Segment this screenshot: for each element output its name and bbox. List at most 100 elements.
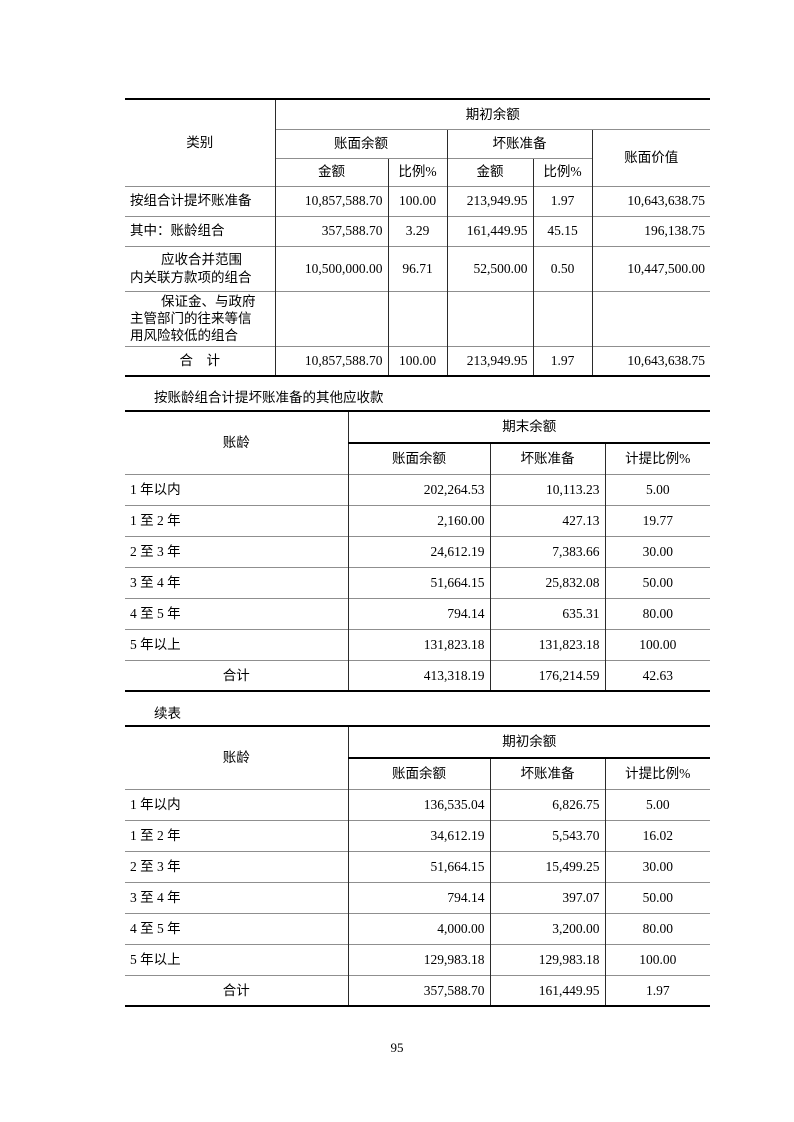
cell-balance: 136,535.04 xyxy=(347,788,490,820)
cell-amount: 10,857,588.70 xyxy=(274,345,388,376)
cell-provision: 25,832.08 xyxy=(489,566,605,598)
t1-header-ratio2: 比例% xyxy=(532,157,592,186)
cell-balance: 794.14 xyxy=(347,597,490,629)
cell-ratio: 42.63 xyxy=(604,659,710,691)
t1-header-book-value: 账面价值 xyxy=(591,128,711,186)
t2-header-book-balance: 账面余额 xyxy=(347,442,490,474)
table-row: 按组合计提坏账准备 10,857,588.70 100.00 213,949.9… xyxy=(125,185,711,216)
cell-ratio: 100.00 xyxy=(604,943,710,975)
table-row: 2 至 3 年 51,664.15 15,499.25 30.00 xyxy=(125,850,710,882)
t3-header-provision-ratio: 计提比例% xyxy=(604,757,710,789)
cell-amount: 161,449.95 xyxy=(446,215,533,246)
cell-ratio: 5.00 xyxy=(604,788,710,820)
cell-balance: 34,612.19 xyxy=(347,819,490,851)
cell-provision: 15,499.25 xyxy=(489,850,605,882)
row-label: 3 至 4 年 xyxy=(125,881,348,913)
t3-header-aging: 账龄 xyxy=(222,750,250,766)
cell-ratio: 100.00 xyxy=(387,345,447,376)
provision-by-portfolio-table: 类别 期初余额 账面余额 坏账准备 账面价值 金额 比例% 金额 比例% 按组合… xyxy=(125,98,711,377)
table-row: 4 至 5 年 794.14 635.31 80.00 xyxy=(125,597,710,629)
t3-header-book-balance: 账面余额 xyxy=(347,757,490,789)
cell-amount: 10,857,588.70 xyxy=(274,185,388,216)
row-label-total: 合计 xyxy=(125,974,348,1006)
cell-provision: 161,449.95 xyxy=(489,974,605,1006)
cell-ratio: 5.00 xyxy=(604,473,710,505)
table-row: 5 年以上 131,823.18 131,823.18 100.00 xyxy=(125,628,710,660)
t1-header-amount1: 金额 xyxy=(274,157,388,186)
table-row: 3 至 4 年 794.14 397.07 50.00 xyxy=(125,881,710,913)
row-label: 1 年以内 xyxy=(125,473,348,505)
t1-header-book-balance: 账面余额 xyxy=(274,128,447,158)
cell-book-value xyxy=(591,290,711,346)
table-row: 3 至 4 年 51,664.15 25,832.08 50.00 xyxy=(125,566,710,598)
row-label: 按组合计提坏账准备 xyxy=(125,185,275,216)
t2-header-bad-debt-provision: 坏账准备 xyxy=(489,442,605,474)
cell-provision: 5,543.70 xyxy=(489,819,605,851)
t2-header-provision-ratio: 计提比例% xyxy=(604,442,710,474)
cell-ratio: 3.29 xyxy=(387,215,447,246)
page-number: 95 xyxy=(390,1040,404,1055)
table-row: 4 至 5 年 4,000.00 3,200.00 80.00 xyxy=(125,912,710,944)
t3-header-period: 期初余额 xyxy=(347,726,710,758)
cell-provision: 129,983.18 xyxy=(489,943,605,975)
cell-ratio: 0.50 xyxy=(532,245,592,291)
cell-balance: 129,983.18 xyxy=(347,943,490,975)
cell-balance: 357,588.70 xyxy=(347,974,490,1006)
cell-ratio xyxy=(532,290,592,346)
row-label: 4 至 5 年 xyxy=(125,597,348,629)
t1-header-amount2: 金额 xyxy=(446,157,533,186)
cell-amount: 357,588.70 xyxy=(274,215,388,246)
cell-ratio: 96.71 xyxy=(387,245,447,291)
table-row: 保证金、与政府 主管部门的往来等信 用风险较低的组合 xyxy=(125,290,711,346)
cell-ratio: 45.15 xyxy=(532,215,592,246)
cell-ratio xyxy=(387,290,447,346)
cell-book-value: 10,643,638.75 xyxy=(591,185,711,216)
cell-balance: 202,264.53 xyxy=(347,473,490,505)
cell-ratio: 1.97 xyxy=(532,345,592,376)
cell-amount xyxy=(274,290,388,346)
cell-provision: 176,214.59 xyxy=(489,659,605,691)
row-label-total: 合 计 xyxy=(125,345,275,376)
cell-ratio: 50.00 xyxy=(604,566,710,598)
cell-balance: 794.14 xyxy=(347,881,490,913)
row-label: 保证金、与政府 主管部门的往来等信 用风险较低的组合 xyxy=(125,290,275,346)
table-row: 其中：账龄组合 357,588.70 3.29 161,449.95 45.15… xyxy=(125,215,711,246)
aging-table-caption: 按账龄组合计提坏账准备的其他应收款 xyxy=(154,390,384,405)
row-label-total: 合计 xyxy=(125,659,348,691)
row-label: 应收合并范围 内关联方款项的组合 xyxy=(125,245,275,291)
cell-balance: 51,664.15 xyxy=(347,850,490,882)
t3-header-bad-debt-provision: 坏账准备 xyxy=(489,757,605,789)
cell-ratio: 100.00 xyxy=(604,628,710,660)
row-label: 2 至 3 年 xyxy=(125,850,348,882)
cell-book-value: 10,447,500.00 xyxy=(591,245,711,291)
row-label: 其中：账龄组合 xyxy=(125,215,275,246)
row-label: 3 至 4 年 xyxy=(125,566,348,598)
table-row-total: 合 计 10,857,588.70 100.00 213,949.95 1.97… xyxy=(125,345,711,376)
cell-amount: 213,949.95 xyxy=(446,345,533,376)
aging-closing-balance-table: 账龄 期末余额 账面余额 坏账准备 计提比例% 1 年以内 202,264.53… xyxy=(125,410,710,692)
cell-ratio: 50.00 xyxy=(604,881,710,913)
continued-table-caption: 续表 xyxy=(154,706,181,721)
table-row: 1 年以内 202,264.53 10,113.23 5.00 xyxy=(125,473,710,505)
row-label: 1 年以内 xyxy=(125,788,348,820)
cell-balance: 4,000.00 xyxy=(347,912,490,944)
t1-header-opening-balance: 期初余额 xyxy=(274,99,711,129)
cell-provision: 6,826.75 xyxy=(489,788,605,820)
cell-amount: 213,949.95 xyxy=(446,185,533,216)
table-row: 5 年以上 129,983.18 129,983.18 100.00 xyxy=(125,943,710,975)
row-label: 2 至 3 年 xyxy=(125,535,348,567)
t2-header-aging: 账龄 xyxy=(222,435,250,451)
cell-ratio: 80.00 xyxy=(604,597,710,629)
cell-balance: 413,318.19 xyxy=(347,659,490,691)
cell-amount: 52,500.00 xyxy=(446,245,533,291)
table-row: 1 至 2 年 34,612.19 5,543.70 16.02 xyxy=(125,819,710,851)
row-label: 4 至 5 年 xyxy=(125,912,348,944)
cell-ratio: 100.00 xyxy=(387,185,447,216)
cell-provision: 427.13 xyxy=(489,504,605,536)
cell-balance: 2,160.00 xyxy=(347,504,490,536)
table-row-total: 合计 413,318.19 176,214.59 42.63 xyxy=(125,659,710,691)
cell-ratio: 19.77 xyxy=(604,504,710,536)
t2-header-period: 期末余额 xyxy=(347,411,710,443)
cell-amount xyxy=(446,290,533,346)
table-row: 1 至 2 年 2,160.00 427.13 19.77 xyxy=(125,504,710,536)
